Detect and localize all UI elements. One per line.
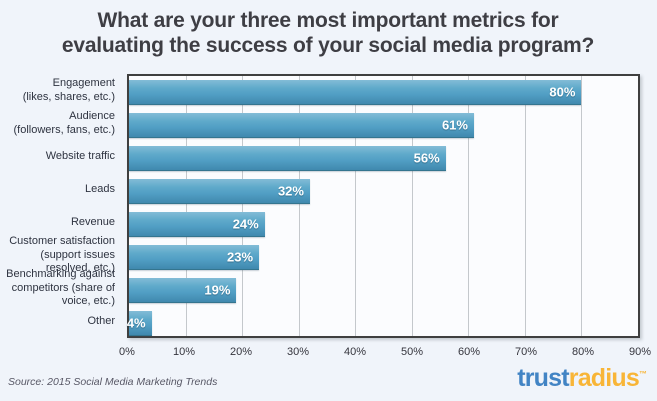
bar-value-label: 61% bbox=[441, 117, 468, 133]
bar: 80% bbox=[129, 80, 582, 105]
category-label: Customer satisfaction (support issues re… bbox=[9, 234, 115, 275]
trustradius-logo: trustradius™ bbox=[517, 366, 647, 391]
x-axis-tick-label: 50% bbox=[400, 346, 424, 358]
bar-value-label: 24% bbox=[232, 216, 259, 232]
bar: 56% bbox=[129, 146, 446, 171]
gridline bbox=[581, 76, 583, 336]
bar: 19% bbox=[129, 278, 237, 303]
bar-value-label: 19% bbox=[204, 282, 231, 298]
x-axis-tick-label: 10% bbox=[172, 346, 196, 358]
category-label: Audience (followers, fans, etc.) bbox=[13, 109, 115, 136]
bar: 32% bbox=[129, 179, 310, 204]
bar: 23% bbox=[129, 245, 260, 270]
gridline bbox=[298, 76, 300, 336]
chart-title: What are your three most important metri… bbox=[61, 9, 595, 57]
category-label: Revenue bbox=[70, 215, 115, 228]
bar: 4% bbox=[126, 311, 152, 336]
category-label: Engagement (likes, shares, etc.) bbox=[22, 76, 115, 103]
bar-value-label: 56% bbox=[413, 150, 440, 166]
plot-area: 80% 61% 56% 32% 24% 23% 19% 4% bbox=[127, 74, 640, 338]
gridline bbox=[185, 76, 187, 336]
category-label: Website traffic bbox=[45, 149, 115, 162]
bar: 24% bbox=[129, 212, 265, 237]
source-note: Source: 2015 Social Media Marketing Tren… bbox=[8, 376, 218, 388]
gridline bbox=[411, 76, 413, 336]
bar-value-label: 80% bbox=[549, 84, 576, 100]
x-axis-tick-label: 30% bbox=[286, 346, 310, 358]
category-axis: Engagement (likes, shares, etc.) Audience… bbox=[0, 74, 121, 338]
category-label: Other bbox=[87, 314, 115, 327]
gridline bbox=[468, 76, 470, 336]
logo-trademark: ™ bbox=[639, 369, 647, 379]
x-axis-tick-label: 60% bbox=[457, 346, 481, 358]
gridline bbox=[355, 76, 357, 336]
x-axis-tick-label: 90% bbox=[628, 346, 652, 358]
gridline bbox=[242, 76, 244, 336]
bar-value-label: 32% bbox=[277, 183, 304, 199]
bar-value-label: 4% bbox=[126, 315, 146, 331]
logo-part-trust: trust bbox=[517, 364, 569, 392]
bar-value-label: 23% bbox=[227, 249, 254, 265]
x-axis-tick-label: 0% bbox=[119, 346, 135, 358]
x-axis-tick-label: 20% bbox=[229, 346, 253, 358]
x-axis-tick-label: 40% bbox=[343, 346, 367, 358]
category-label: Benchmarking against competitors (share … bbox=[6, 267, 115, 308]
gridline bbox=[524, 76, 526, 336]
bar: 61% bbox=[129, 113, 474, 138]
x-axis-tick-label: 70% bbox=[514, 346, 538, 358]
x-axis-tick-label: 80% bbox=[571, 346, 595, 358]
logo-part-radius: radius bbox=[568, 364, 640, 392]
category-label: Leads bbox=[85, 182, 115, 195]
